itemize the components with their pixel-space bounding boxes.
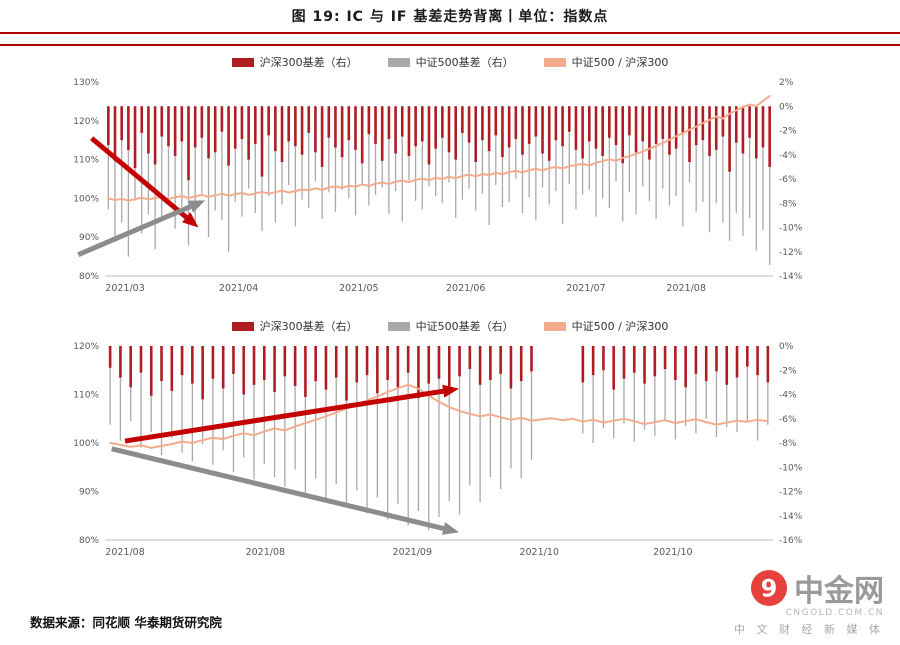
svg-text:120%: 120%	[73, 117, 99, 127]
figure-header: 图 19: IC 与 IF 基差走势背离丨单位：指数点	[0, 0, 900, 46]
svg-text:2021/09: 2021/09	[393, 547, 432, 558]
svg-text:-4%: -4%	[779, 151, 797, 161]
legend-label: 中证500基差（右）	[415, 56, 514, 69]
svg-text:130%: 130%	[73, 78, 99, 88]
legend-item-hs300-basis: 沪深300基差（右）	[231, 318, 358, 334]
svg-text:2021/10: 2021/10	[519, 547, 558, 558]
svg-text:2021/08: 2021/08	[666, 283, 705, 294]
svg-text:90%: 90%	[79, 233, 99, 243]
svg-text:80%: 80%	[79, 536, 99, 546]
svg-text:-10%: -10%	[779, 463, 803, 473]
watermark-top: 9 中金网	[750, 566, 884, 610]
hs300-basis-swatch	[231, 57, 254, 67]
svg-text:110%: 110%	[73, 391, 99, 401]
legend-item-zz500-basis: 中证500基差（右）	[387, 318, 514, 334]
zz500-basis-swatch	[387, 321, 410, 331]
svg-text:-4%: -4%	[779, 391, 797, 401]
bottom-chart: 120% 110% 100% 90% 80% 0% -2% -4% -6% -8% -10% -12%…	[55, 334, 845, 574]
svg-text:2021/03: 2021/03	[105, 283, 144, 294]
data-source-note: 数据来源：同花顺 华泰期货研究院	[30, 615, 222, 630]
svg-text:2021/07: 2021/07	[566, 283, 605, 294]
watermark: 9 中金网 CNGOLD.COM.CN 中 文 财 经 新 媒 体	[734, 566, 884, 637]
svg-text:2021/06: 2021/06	[446, 283, 485, 294]
legend-label: 中证500 / 沪深300	[571, 56, 669, 69]
svg-text:-6%: -6%	[779, 175, 797, 185]
svg-text:100%: 100%	[73, 439, 99, 449]
figure-title: 图 19: IC 与 IF 基差走势背离丨单位：指数点	[291, 9, 609, 25]
svg-text:-2%: -2%	[779, 127, 797, 137]
legend-label: 中证500基差（右）	[415, 320, 514, 333]
title-rule-top	[0, 32, 900, 34]
legend-item-ratio-line: 中证500 / 沪深300	[543, 54, 669, 70]
hs300-basis-swatch	[231, 321, 254, 331]
svg-text:100%: 100%	[73, 194, 99, 204]
watermark-tagline: 中 文 财 经 新 媒 体	[734, 623, 884, 636]
title-rule-bottom	[0, 44, 900, 46]
zz500-basis-swatch	[387, 57, 410, 67]
legend-label: 中证500 / 沪深300	[571, 320, 669, 333]
svg-text:-2%: -2%	[779, 366, 797, 376]
svg-text:-14%: -14%	[779, 272, 803, 282]
ratio-line-swatch	[543, 321, 566, 331]
svg-text:2021/04: 2021/04	[219, 283, 258, 294]
svg-text:0%: 0%	[779, 102, 794, 112]
svg-text:-6%: -6%	[779, 415, 797, 425]
legend-label: 沪深300基差（右）	[259, 320, 358, 333]
watermark-brand: 中金网	[794, 574, 884, 609]
svg-text:2021/08: 2021/08	[105, 547, 144, 558]
legend-label: 沪深300基差（右）	[259, 56, 358, 69]
legend-item-zz500-basis: 中证500基差（右）	[387, 54, 514, 70]
svg-text:120%: 120%	[73, 342, 99, 352]
watermark-domain: CNGOLD.COM.CN	[785, 608, 884, 618]
svg-text:-8%: -8%	[779, 439, 797, 449]
svg-text:90%: 90%	[79, 488, 99, 498]
svg-text:110%: 110%	[73, 156, 99, 166]
svg-text:-12%: -12%	[779, 248, 803, 258]
bottom-chart-block: 沪深300基差（右） 中证500基差（右） 中证500 / 沪深300 120%…	[0, 318, 900, 574]
cngold-logo-icon: 9	[750, 569, 788, 607]
svg-text:2021/05: 2021/05	[339, 283, 378, 294]
top-chart: 130% 120% 110% 100% 90% 80% 2% 0% -2% -4% -6% -8% -1…	[55, 70, 845, 310]
svg-text:-16%: -16%	[779, 536, 803, 546]
svg-text:-12%: -12%	[779, 488, 803, 498]
legend-item-hs300-basis: 沪深300基差（右）	[231, 54, 358, 70]
svg-text:2021/08: 2021/08	[246, 547, 285, 558]
svg-text:-10%: -10%	[779, 224, 803, 234]
top-chart-legend: 沪深300基差（右） 中证500基差（右） 中证500 / 沪深300	[231, 54, 669, 70]
svg-text:-8%: -8%	[779, 199, 797, 209]
legend-item-ratio-line: 中证500 / 沪深300	[543, 318, 669, 334]
svg-text:2%: 2%	[779, 78, 794, 88]
top-chart-block: 沪深300基差（右） 中证500基差（右） 中证500 / 沪深300 130%…	[0, 54, 900, 310]
svg-text:-14%: -14%	[779, 512, 803, 522]
ratio-line-swatch	[543, 57, 566, 67]
svg-text:80%: 80%	[79, 272, 99, 282]
svg-text:2021/10: 2021/10	[653, 547, 692, 558]
svg-text:0%: 0%	[779, 342, 794, 352]
bottom-chart-legend: 沪深300基差（右） 中证500基差（右） 中证500 / 沪深300	[231, 318, 669, 334]
svg-text:9: 9	[761, 575, 778, 603]
